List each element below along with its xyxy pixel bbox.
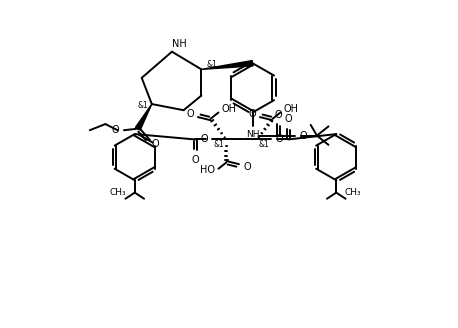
Text: HO: HO [200, 165, 215, 175]
Text: O: O [191, 155, 199, 165]
Polygon shape [136, 104, 152, 130]
Text: OH: OH [222, 104, 236, 114]
Text: O: O [248, 109, 256, 119]
Text: &1: &1 [214, 140, 225, 149]
Text: &1: &1 [259, 140, 269, 149]
Text: O: O [201, 134, 208, 144]
Text: O: O [299, 131, 307, 141]
Text: O: O [243, 162, 251, 172]
Text: O: O [186, 109, 194, 119]
Text: CH₃: CH₃ [109, 188, 126, 197]
Text: &1: &1 [138, 101, 149, 110]
Text: O: O [275, 134, 283, 144]
Text: &1: &1 [206, 60, 217, 69]
Text: CH₃: CH₃ [345, 188, 362, 197]
Polygon shape [202, 61, 253, 70]
Text: NH: NH [172, 39, 187, 49]
Text: O: O [284, 114, 292, 124]
Text: O: O [274, 110, 282, 120]
Text: OH: OH [284, 104, 299, 114]
Text: O: O [151, 139, 159, 149]
Text: O: O [112, 125, 119, 135]
Text: NH: NH [246, 130, 259, 139]
